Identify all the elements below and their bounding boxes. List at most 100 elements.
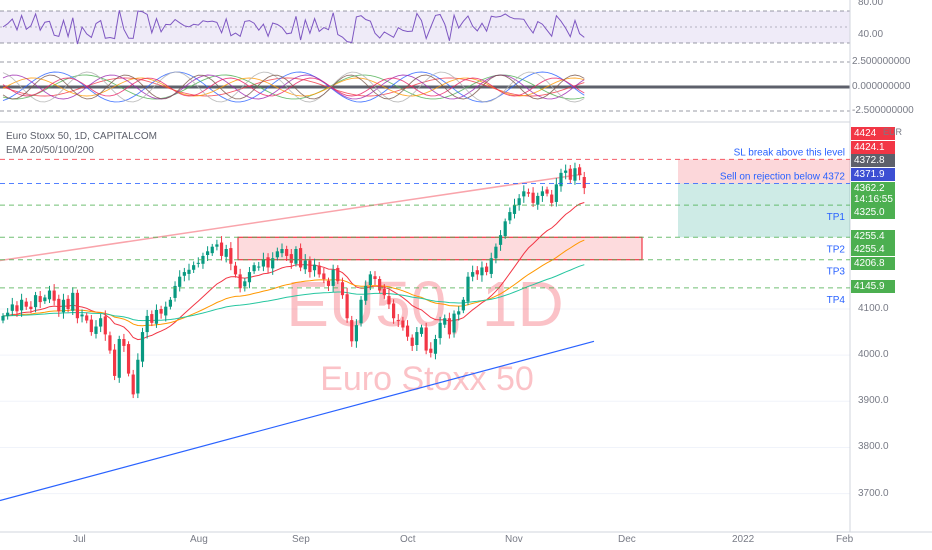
price-tick-1: 4000.0	[858, 349, 889, 361]
candle-body-111	[517, 198, 521, 206]
price-badge-0: 4424	[851, 127, 895, 140]
candle-114	[531, 187, 535, 208]
candle-body-90	[419, 327, 424, 334]
osc-tick-2: -2.500000000	[852, 105, 914, 116]
candle-body-3	[15, 305, 19, 312]
level-label-5: TP4	[827, 295, 846, 306]
candle-25	[117, 335, 121, 383]
candle-body-112	[522, 191, 526, 197]
stop-loss-box	[678, 159, 850, 184]
candle-body-82	[382, 288, 386, 296]
candle-112	[522, 185, 526, 203]
candle-body-1	[6, 312, 10, 316]
candle-49	[229, 242, 233, 271]
candle-20	[94, 320, 98, 339]
candle-60	[280, 243, 284, 258]
rsi-line	[2, 10, 585, 45]
upper-trendline	[0, 173, 583, 262]
candle-body-66	[308, 260, 312, 273]
candle-body-67	[312, 264, 317, 271]
candle-46	[215, 239, 219, 251]
candle-40	[187, 263, 191, 281]
candle-76	[354, 319, 358, 348]
candle-body-46	[215, 244, 219, 247]
candle-57	[266, 253, 270, 274]
candle-111	[517, 194, 521, 211]
candle-body-16	[75, 292, 79, 319]
currency-label: EUR	[883, 127, 903, 137]
candle-body-70	[326, 280, 331, 286]
candle-100	[466, 272, 470, 306]
candle-body-60	[280, 249, 284, 254]
candle-body-59	[275, 251, 279, 258]
candle-body-98	[457, 311, 461, 315]
candle-body-7	[33, 295, 38, 308]
candle-51	[238, 268, 242, 293]
candle-body-56	[261, 259, 265, 267]
candle-body-102	[475, 270, 479, 275]
candle-63	[294, 246, 298, 267]
candle-body-26	[122, 338, 126, 346]
candle-36	[168, 297, 172, 310]
candle-38	[178, 270, 182, 292]
candle-37	[173, 281, 177, 302]
candle-body-23	[108, 335, 112, 351]
candle-34	[159, 305, 163, 319]
candle-104	[485, 262, 489, 276]
candle-13	[61, 293, 66, 319]
candle-84	[392, 299, 396, 324]
candle-body-63	[294, 249, 298, 264]
osc-line-7	[2, 74, 585, 100]
candle-body-78	[364, 285, 368, 301]
candle-body-105	[489, 258, 493, 274]
time-tick-5: Dec	[618, 534, 636, 545]
candle-body-35	[164, 306, 168, 316]
candle-65	[303, 254, 307, 274]
candle-body-41	[192, 265, 196, 270]
candle-body-29	[136, 359, 140, 394]
candle-59	[275, 247, 279, 261]
price-badge-5: 14:16:55	[851, 193, 895, 206]
candle-body-75	[350, 320, 354, 342]
osc-tick-1: 0.000000000	[852, 81, 911, 92]
candle-4	[20, 293, 24, 317]
level-label-4: TP3	[827, 267, 846, 278]
candle-body-61	[285, 249, 289, 256]
level-label-2: TP1	[827, 212, 846, 223]
candle-68	[317, 261, 321, 278]
candle-body-32	[150, 314, 154, 323]
candle-body-83	[387, 296, 391, 305]
level-label-3: TP2	[827, 244, 846, 255]
candle-75	[350, 315, 354, 347]
candle-body-42	[196, 262, 200, 264]
candle-15	[71, 287, 75, 315]
candle-82	[382, 284, 386, 299]
candle-body-96	[447, 318, 451, 335]
candle-123	[573, 162, 577, 185]
candle-body-120	[559, 172, 563, 187]
candle-body-8	[38, 296, 42, 303]
candle-95	[443, 314, 447, 328]
price-tick-4: 3700.0	[858, 487, 889, 499]
candle-58	[271, 252, 275, 275]
candle-body-103	[480, 267, 484, 276]
price-badge-6: 4325.0	[851, 206, 895, 219]
candle-86	[401, 316, 405, 331]
candle-115	[536, 192, 540, 210]
candle-body-22	[103, 316, 107, 335]
candle-83	[387, 289, 391, 309]
price-badge-8: 4255.4	[851, 243, 895, 256]
candle-117	[545, 186, 549, 197]
candle-body-64	[299, 248, 303, 268]
candle-67	[312, 258, 317, 277]
candle-41	[192, 261, 196, 274]
candle-body-4	[20, 299, 24, 311]
time-tick-4: Nov	[505, 534, 523, 545]
candle-98	[457, 306, 461, 321]
candle-23	[108, 331, 112, 354]
candle-body-115	[536, 195, 540, 205]
candle-10	[47, 285, 52, 304]
candle-7	[33, 291, 38, 313]
